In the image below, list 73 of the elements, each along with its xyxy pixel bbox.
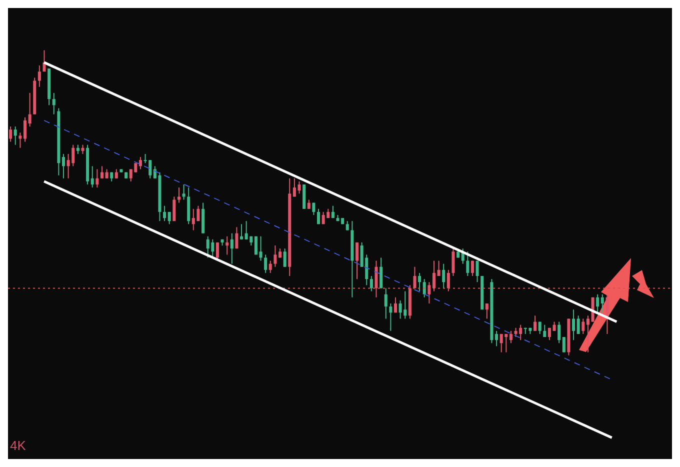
candlestick: [452, 248, 455, 276]
candlestick: [28, 92, 32, 128]
candlestick: [418, 272, 422, 292]
candlestick: [100, 166, 104, 179]
candlestick: [81, 144, 84, 154]
candlestick: [298, 180, 301, 194]
candlestick: [90, 166, 94, 188]
candlestick: [562, 336, 566, 353]
candlestick: [9, 126, 12, 142]
candlestick: [596, 294, 600, 314]
text: 4K: [10, 438, 26, 453]
candlestick: [235, 226, 238, 250]
candlestick: [264, 254, 268, 274]
candlestick: [582, 318, 585, 334]
candlestick: [76, 144, 80, 154]
candlestick: [552, 321, 556, 332]
candlestick: [394, 296, 397, 314]
candlestick: [18, 132, 22, 148]
candlestick: [432, 260, 436, 292]
candlestick: [312, 202, 316, 216]
candlestick: [105, 168, 108, 179]
candlestick: [259, 236, 262, 262]
candlestick: [485, 302, 488, 320]
candlestick: [422, 278, 426, 298]
candlestick: [466, 251, 470, 276]
candlestick: [389, 302, 392, 332]
candlestick: [428, 282, 431, 304]
candlestick: [274, 244, 277, 268]
candlestick: [380, 257, 383, 289]
candlestick: [476, 260, 479, 283]
candlestick: [226, 236, 229, 256]
candlestick: [576, 315, 580, 334]
candlestick: [606, 294, 609, 334]
candlestick: [292, 178, 296, 198]
candlestick: [163, 205, 166, 222]
candlestick: [38, 64, 41, 88]
candlestick: [52, 92, 56, 115]
candlestick: [446, 269, 450, 292]
candlestick: [442, 263, 446, 289]
candlestick: [317, 208, 320, 225]
candlestick: [230, 232, 234, 264]
candlestick: [370, 275, 373, 292]
candlestick: [138, 156, 142, 170]
candlestick: [413, 266, 416, 289]
candlestick: [14, 126, 17, 146]
candlestick: [307, 199, 310, 210]
candlestick: [96, 168, 99, 188]
candlestick: [62, 153, 65, 179]
candlestick: [470, 260, 474, 276]
candlestick: [572, 309, 576, 341]
candlestick: [114, 168, 118, 179]
candlestick: [543, 324, 546, 338]
candlestick: [534, 315, 537, 332]
candlestick: [177, 187, 180, 204]
candlestick: [509, 330, 512, 344]
candlestick: [600, 294, 604, 314]
candlestick: [586, 315, 590, 353]
candlestick: [283, 248, 286, 268]
candlestick: [495, 330, 498, 347]
candlestick: [168, 211, 171, 225]
candlestick: [355, 242, 358, 280]
candlestick: [538, 321, 542, 334]
candlestick: [23, 116, 26, 142]
candlestick: [240, 224, 244, 240]
candlestick: [374, 260, 378, 298]
candlestick: [172, 196, 176, 222]
candlestick: [331, 205, 334, 219]
candlestick: [384, 288, 388, 320]
candlestick: [182, 184, 186, 200]
candlestick: [268, 260, 272, 274]
candlestick: [558, 321, 561, 344]
candlestick: [548, 327, 551, 341]
candlestick: [437, 260, 440, 276]
